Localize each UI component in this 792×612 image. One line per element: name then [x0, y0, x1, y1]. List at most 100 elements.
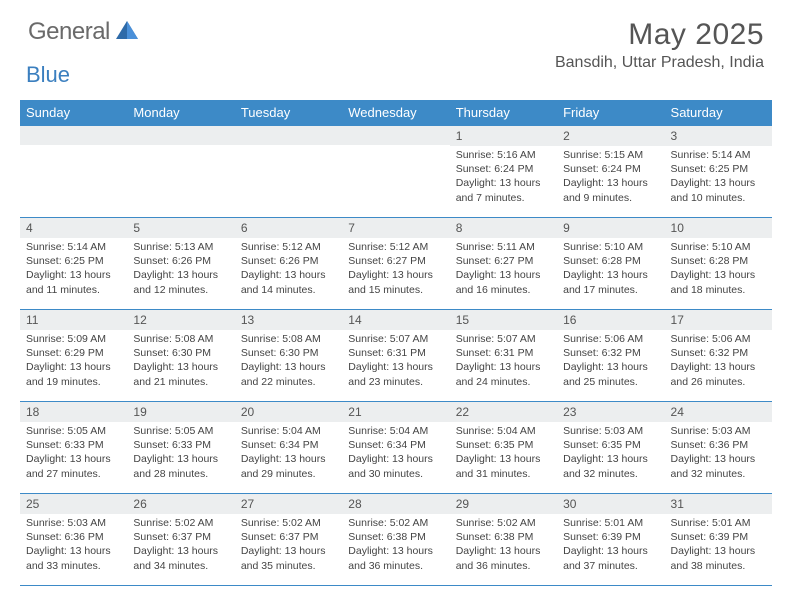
weekday-header: Monday [127, 100, 234, 126]
day-details: Sunrise: 5:06 AMSunset: 6:32 PMDaylight:… [557, 330, 664, 393]
day-number: 15 [450, 310, 557, 330]
day-number: 6 [235, 218, 342, 238]
sunset-text: Sunset: 6:28 PM [671, 254, 766, 268]
calendar-day-cell: 10Sunrise: 5:10 AMSunset: 6:28 PMDayligh… [665, 218, 772, 310]
calendar-day-cell: 24Sunrise: 5:03 AMSunset: 6:36 PMDayligh… [665, 402, 772, 494]
day-details: Sunrise: 5:02 AMSunset: 6:37 PMDaylight:… [127, 514, 234, 577]
day-number: 19 [127, 402, 234, 422]
daylight-text: Daylight: 13 hours and 14 minutes. [241, 268, 336, 296]
day-number: 3 [665, 126, 772, 146]
day-details: Sunrise: 5:01 AMSunset: 6:39 PMDaylight:… [665, 514, 772, 577]
day-number: 20 [235, 402, 342, 422]
logo-text-blue: Blue [26, 62, 138, 88]
daylight-text: Daylight: 13 hours and 19 minutes. [26, 360, 121, 388]
calendar-day-cell: 28Sunrise: 5:02 AMSunset: 6:38 PMDayligh… [342, 494, 449, 586]
sunset-text: Sunset: 6:26 PM [241, 254, 336, 268]
calendar-day-cell [342, 126, 449, 218]
day-details: Sunrise: 5:02 AMSunset: 6:37 PMDaylight:… [235, 514, 342, 577]
day-number [235, 126, 342, 145]
day-details: Sunrise: 5:04 AMSunset: 6:34 PMDaylight:… [342, 422, 449, 485]
calendar-day-cell [127, 126, 234, 218]
day-number: 14 [342, 310, 449, 330]
calendar-day-cell: 3Sunrise: 5:14 AMSunset: 6:25 PMDaylight… [665, 126, 772, 218]
location: Bansdih, Uttar Pradesh, India [555, 54, 764, 72]
sunset-text: Sunset: 6:36 PM [26, 530, 121, 544]
calendar-week-row: 11Sunrise: 5:09 AMSunset: 6:29 PMDayligh… [20, 310, 772, 402]
day-number: 21 [342, 402, 449, 422]
day-number: 18 [20, 402, 127, 422]
calendar-day-cell: 26Sunrise: 5:02 AMSunset: 6:37 PMDayligh… [127, 494, 234, 586]
daylight-text: Daylight: 13 hours and 10 minutes. [671, 176, 766, 204]
calendar-day-cell: 13Sunrise: 5:08 AMSunset: 6:30 PMDayligh… [235, 310, 342, 402]
day-details: Sunrise: 5:10 AMSunset: 6:28 PMDaylight:… [557, 238, 664, 301]
calendar-day-cell: 19Sunrise: 5:05 AMSunset: 6:33 PMDayligh… [127, 402, 234, 494]
day-number: 5 [127, 218, 234, 238]
sunset-text: Sunset: 6:24 PM [563, 162, 658, 176]
daylight-text: Daylight: 13 hours and 33 minutes. [26, 544, 121, 572]
calendar-week-row: 1Sunrise: 5:16 AMSunset: 6:24 PMDaylight… [20, 126, 772, 218]
day-details: Sunrise: 5:08 AMSunset: 6:30 PMDaylight:… [235, 330, 342, 393]
calendar-day-cell [20, 126, 127, 218]
daylight-text: Daylight: 13 hours and 22 minutes. [241, 360, 336, 388]
daylight-text: Daylight: 13 hours and 16 minutes. [456, 268, 551, 296]
day-details: Sunrise: 5:10 AMSunset: 6:28 PMDaylight:… [665, 238, 772, 301]
sunset-text: Sunset: 6:30 PM [241, 346, 336, 360]
day-details: Sunrise: 5:03 AMSunset: 6:36 PMDaylight:… [665, 422, 772, 485]
sunrise-text: Sunrise: 5:05 AM [133, 424, 228, 438]
day-number: 9 [557, 218, 664, 238]
sunset-text: Sunset: 6:38 PM [456, 530, 551, 544]
sunrise-text: Sunrise: 5:07 AM [348, 332, 443, 346]
calendar-week-row: 18Sunrise: 5:05 AMSunset: 6:33 PMDayligh… [20, 402, 772, 494]
sunset-text: Sunset: 6:33 PM [26, 438, 121, 452]
day-number: 26 [127, 494, 234, 514]
day-number [20, 126, 127, 145]
daylight-text: Daylight: 13 hours and 27 minutes. [26, 452, 121, 480]
sunrise-text: Sunrise: 5:02 AM [348, 516, 443, 530]
sunset-text: Sunset: 6:35 PM [563, 438, 658, 452]
day-number: 29 [450, 494, 557, 514]
sunrise-text: Sunrise: 5:14 AM [26, 240, 121, 254]
calendar-day-cell: 18 Sunrise: 5:05 AMSunset: 6:33 PMDayligh… [20, 402, 127, 494]
calendar-day-cell: 27Sunrise: 5:02 AMSunset: 6:37 PMDayligh… [235, 494, 342, 586]
sunrise-text: Sunrise: 5:04 AM [456, 424, 551, 438]
sunset-text: Sunset: 6:27 PM [348, 254, 443, 268]
daylight-text: Daylight: 13 hours and 29 minutes. [241, 452, 336, 480]
sunrise-text: Sunrise: 5:05 AM [26, 424, 121, 438]
calendar-day-cell: 29Sunrise: 5:02 AMSunset: 6:38 PMDayligh… [450, 494, 557, 586]
calendar-day-cell: 9Sunrise: 5:10 AMSunset: 6:28 PMDaylight… [557, 218, 664, 310]
sunrise-text: Sunrise: 5:12 AM [348, 240, 443, 254]
day-details: Sunrise: 5:02 AMSunset: 6:38 PMDaylight:… [342, 514, 449, 577]
sunset-text: Sunset: 6:37 PM [133, 530, 228, 544]
day-details: Sunrise: 5:03 AMSunset: 6:36 PMDaylight:… [20, 514, 127, 577]
day-details: Sunrise: 5:13 AMSunset: 6:26 PMDaylight:… [127, 238, 234, 301]
daylight-text: Daylight: 13 hours and 31 minutes. [456, 452, 551, 480]
calendar-day-cell: 5Sunrise: 5:13 AMSunset: 6:26 PMDaylight… [127, 218, 234, 310]
day-details: Sunrise: 5:02 AMSunset: 6:38 PMDaylight:… [450, 514, 557, 577]
day-details: Sunrise: 5:07 AMSunset: 6:31 PMDaylight:… [450, 330, 557, 393]
sunrise-text: Sunrise: 5:13 AM [133, 240, 228, 254]
daylight-text: Daylight: 13 hours and 35 minutes. [241, 544, 336, 572]
sunset-text: Sunset: 6:26 PM [133, 254, 228, 268]
day-details: Sunrise: 5:01 AMSunset: 6:39 PMDaylight:… [557, 514, 664, 577]
day-details: Sunrise: 5:14 AMSunset: 6:25 PMDaylight:… [665, 146, 772, 209]
day-number: 27 [235, 494, 342, 514]
calendar-day-cell: 17Sunrise: 5:06 AMSunset: 6:32 PMDayligh… [665, 310, 772, 402]
sunset-text: Sunset: 6:28 PM [563, 254, 658, 268]
day-number: 31 [665, 494, 772, 514]
calendar-day-cell: 2Sunrise: 5:15 AMSunset: 6:24 PMDaylight… [557, 126, 664, 218]
day-details: Sunrise: 5:14 AMSunset: 6:25 PMDaylight:… [20, 238, 127, 301]
sunrise-text: Sunrise: 5:08 AM [241, 332, 336, 346]
sunset-text: Sunset: 6:24 PM [456, 162, 551, 176]
day-number: 1 [450, 126, 557, 146]
day-details: Sunrise: 5:04 AMSunset: 6:34 PMDaylight:… [235, 422, 342, 485]
day-number: 8 [450, 218, 557, 238]
calendar-day-cell: 23Sunrise: 5:03 AMSunset: 6:35 PMDayligh… [557, 402, 664, 494]
day-number: 7 [342, 218, 449, 238]
day-number: 22 [450, 402, 557, 422]
day-number: 17 [665, 310, 772, 330]
month-title: May 2025 [555, 18, 764, 52]
sunrise-text: Sunrise: 5:15 AM [563, 148, 658, 162]
daylight-text: Daylight: 13 hours and 24 minutes. [456, 360, 551, 388]
sunrise-text: Sunrise: 5:02 AM [133, 516, 228, 530]
daylight-text: Daylight: 13 hours and 28 minutes. [133, 452, 228, 480]
